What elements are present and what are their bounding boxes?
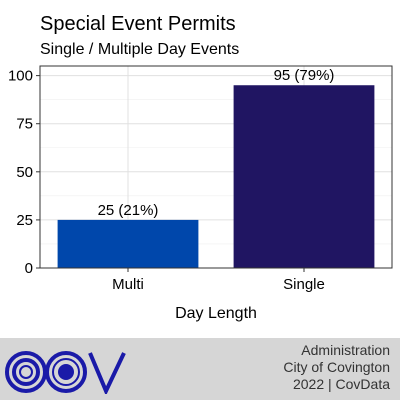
footer-credits: Administration City of Covington 2022 | … xyxy=(283,342,390,393)
footer-line-department: Administration xyxy=(301,342,390,358)
chart-title: Special Event Permits xyxy=(40,13,236,35)
y-tick-label: 0 xyxy=(25,260,33,277)
bar-multi xyxy=(57,219,199,268)
x-tick-label: Multi xyxy=(112,276,144,293)
x-tick-label: Single xyxy=(283,276,325,293)
footer-banner: Administration City of Covington 2022 | … xyxy=(0,338,400,400)
plot-panel-border xyxy=(39,65,393,269)
cov-logo xyxy=(5,351,126,394)
data-label: 25 (21%) xyxy=(98,202,159,219)
y-tick-label: 50 xyxy=(16,164,33,181)
chart-subtitle: Single / Multiple Day Events xyxy=(40,41,239,58)
chart-svg: Special Event Permits Single / Multiple … xyxy=(8,13,393,322)
y-tick-label: 75 xyxy=(16,116,33,133)
x-axis-title: Day Length xyxy=(175,305,257,322)
bar-chart: Special Event Permits Single / Multiple … xyxy=(8,13,393,322)
data-label: 95 (79%) xyxy=(274,67,335,84)
y-tick-label: 25 xyxy=(16,212,33,229)
footer-line-city: City of Covington xyxy=(283,359,390,375)
y-tick-label: 100 xyxy=(8,68,33,85)
bar-single xyxy=(233,85,375,268)
footer-line-source: 2022 | CovData xyxy=(292,376,390,392)
